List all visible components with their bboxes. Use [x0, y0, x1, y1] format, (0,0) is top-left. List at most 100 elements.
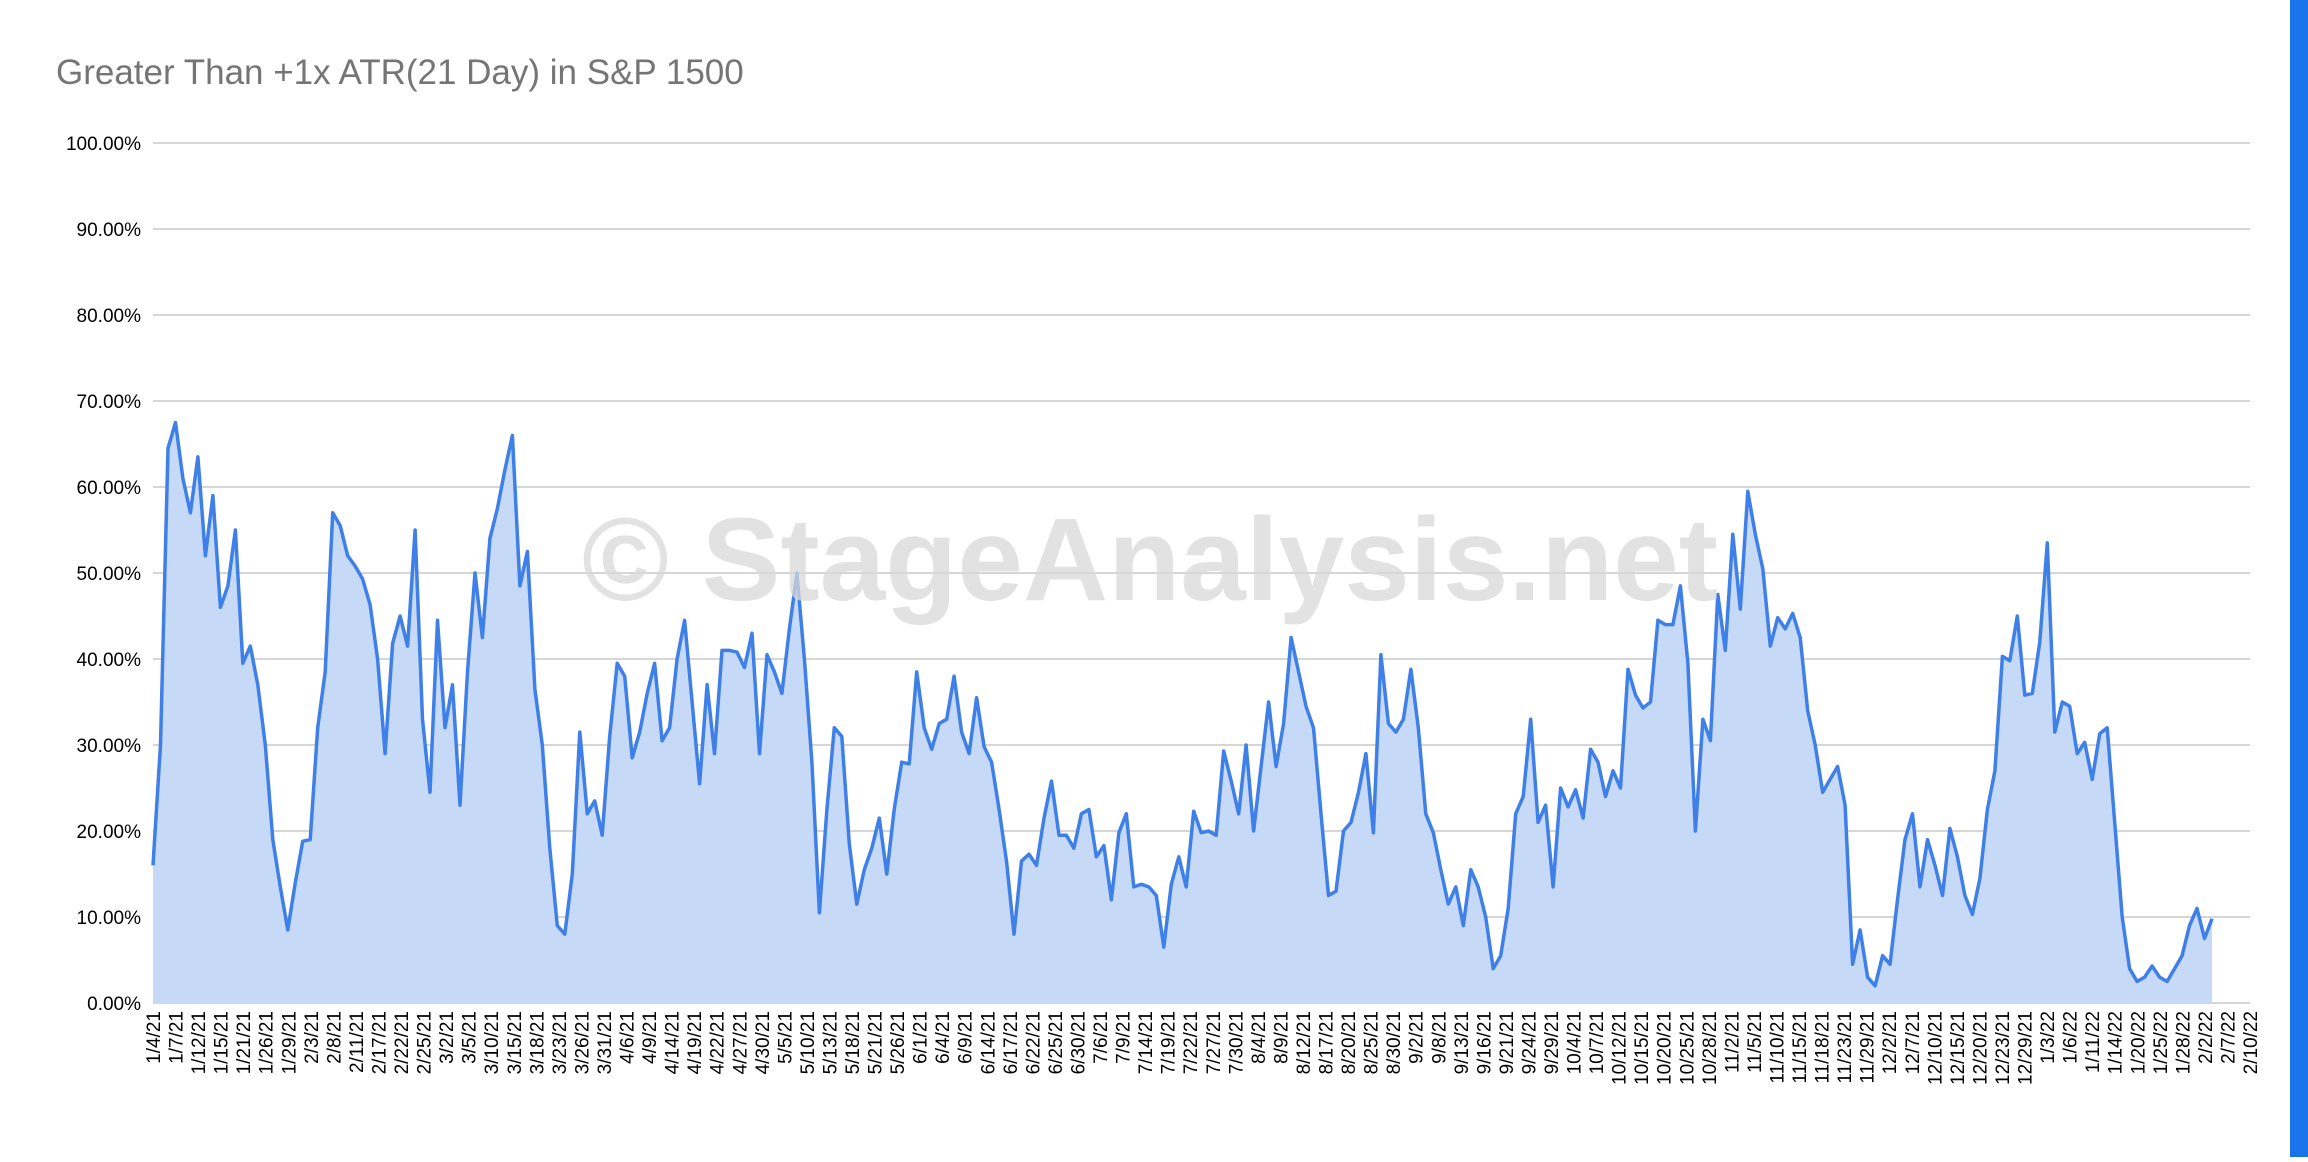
y-tick-label: 60.00% [77, 478, 142, 499]
x-tick-label: 8/4/21 [1249, 1011, 1270, 1064]
x-tick-label: 4/30/21 [753, 1011, 774, 1074]
y-axis-ticks: 0.00% 10.00% 20.00% 30.00% 40.00% 50.00% 60.00… [66, 134, 141, 1015]
x-tick-label: 9/16/21 [1474, 1011, 1495, 1074]
series-fill [153, 422, 2212, 1003]
watermark-text: © StageAnalysis.net [582, 494, 1718, 626]
x-tick-label: 7/30/21 [1226, 1011, 1247, 1074]
x-tick-label: 2/25/21 [415, 1011, 436, 1074]
x-tick-label: 2/17/21 [370, 1011, 391, 1074]
x-tick-label: 9/13/21 [1452, 1011, 1473, 1074]
x-tick-label: 2/8/21 [324, 1011, 345, 1064]
y-tick-label: 90.00% [77, 220, 142, 241]
x-tick-label: 11/18/21 [1813, 1011, 1834, 1084]
x-tick-label: 10/12/21 [1610, 1011, 1631, 1085]
x-tick-label: 7/22/21 [1181, 1011, 1202, 1074]
chart-title: Greater Than +1x ATR(21 Day) in S&P 1500 [56, 53, 744, 92]
x-tick-label: 4/27/21 [730, 1011, 751, 1074]
x-tick-label: 7/19/21 [1159, 1011, 1180, 1074]
x-tick-label: 3/31/21 [595, 1011, 616, 1074]
x-tick-label: 5/26/21 [888, 1011, 909, 1074]
x-tick-label: 7/14/21 [1136, 1011, 1157, 1074]
x-tick-label: 12/20/21 [1970, 1011, 1991, 1085]
x-tick-label: 2/2/22 [2196, 1011, 2217, 1064]
x-tick-label: 1/14/22 [2106, 1011, 2127, 1074]
x-tick-label: 9/8/21 [1429, 1011, 1450, 1064]
x-tick-label: 2/10/22 [2241, 1011, 2262, 1074]
x-tick-label: 1/3/22 [2038, 1011, 2059, 1064]
y-tick-label: 70.00% [77, 392, 142, 413]
x-tick-label: 6/1/21 [911, 1011, 932, 1064]
right-edge-strip [2290, 0, 2308, 1157]
x-tick-label: 12/15/21 [1948, 1011, 1969, 1085]
x-tick-label: 1/25/22 [2151, 1011, 2172, 1074]
x-tick-label: 1/12/21 [189, 1011, 210, 1074]
x-tick-label: 3/5/21 [460, 1011, 481, 1064]
x-tick-label: 1/28/22 [2173, 1011, 2194, 1074]
x-tick-label: 5/21/21 [866, 1011, 887, 1074]
x-tick-label: 9/24/21 [1520, 1011, 1541, 1074]
x-tick-label: 8/30/21 [1384, 1011, 1405, 1074]
x-tick-label: 8/20/21 [1339, 1011, 1360, 1074]
x-tick-label: 4/22/21 [708, 1011, 729, 1074]
x-tick-label: 10/4/21 [1565, 1011, 1586, 1074]
series-line [151, 420, 2214, 988]
y-tick-label: 30.00% [77, 736, 142, 757]
x-tick-label: 10/28/21 [1700, 1011, 1721, 1085]
x-tick-label: 1/7/21 [167, 1011, 188, 1064]
series-area [151, 420, 2214, 1003]
x-tick-label: 3/2/21 [437, 1011, 458, 1064]
x-axis-ticks: 1/4/21 1/7/21 1/12/21 1/15/21 1/21/21 1/26/21… [144, 1011, 2262, 1085]
x-tick-label: 11/5/21 [1745, 1011, 1766, 1073]
x-tick-label: 1/26/21 [257, 1011, 278, 1074]
x-tick-label: 1/21/21 [234, 1011, 255, 1074]
x-tick-label: 12/2/21 [1880, 1011, 1901, 1074]
x-tick-label: 2/3/21 [302, 1011, 323, 1064]
x-tick-label: 10/15/21 [1632, 1011, 1653, 1085]
x-tick-label: 9/2/21 [1407, 1011, 1428, 1064]
x-tick-label: 3/15/21 [505, 1011, 526, 1074]
x-tick-label: 1/11/22 [2083, 1011, 2104, 1073]
x-tick-label: 4/9/21 [640, 1011, 661, 1064]
x-tick-label: 12/10/21 [1925, 1011, 1946, 1085]
x-tick-label: 11/23/21 [1835, 1011, 1856, 1084]
x-tick-label: 6/30/21 [1069, 1011, 1090, 1074]
x-tick-label: 5/10/21 [798, 1011, 819, 1074]
x-tick-label: 2/22/21 [392, 1011, 413, 1074]
x-tick-label: 1/4/21 [144, 1011, 165, 1064]
x-tick-label: 8/25/21 [1362, 1011, 1383, 1074]
x-tick-label: 11/15/21 [1790, 1011, 1811, 1084]
x-tick-label: 8/12/21 [1294, 1011, 1315, 1074]
x-tick-label: 10/25/21 [1677, 1011, 1698, 1085]
x-tick-label: 4/19/21 [685, 1011, 706, 1074]
x-tick-label: 6/25/21 [1046, 1011, 1067, 1074]
x-tick-label: 7/6/21 [1091, 1011, 1112, 1064]
x-tick-label: 10/20/21 [1655, 1011, 1676, 1085]
y-tick-label: 20.00% [77, 822, 142, 843]
x-tick-label: 9/21/21 [1497, 1011, 1518, 1074]
y-tick-label: 80.00% [77, 306, 142, 327]
x-tick-label: 7/27/21 [1204, 1011, 1225, 1074]
x-tick-label: 1/6/22 [2061, 1011, 2082, 1064]
x-tick-label: 3/23/21 [550, 1011, 571, 1074]
y-tick-label: 0.00% [87, 994, 141, 1015]
x-tick-label: 11/10/21 [1768, 1011, 1789, 1084]
x-tick-label: 11/29/21 [1858, 1011, 1879, 1084]
x-tick-label: 6/14/21 [978, 1011, 999, 1074]
x-tick-label: 1/29/21 [279, 1011, 300, 1074]
x-tick-label: 8/9/21 [1271, 1011, 1292, 1064]
x-tick-label: 2/7/22 [2219, 1011, 2240, 1064]
x-tick-label: 6/9/21 [956, 1011, 977, 1064]
x-tick-label: 4/6/21 [618, 1011, 639, 1064]
x-tick-label: 2/11/21 [347, 1011, 368, 1073]
y-tick-label: 10.00% [77, 908, 142, 929]
x-tick-label: 5/13/21 [821, 1011, 842, 1074]
y-tick-label: 40.00% [77, 650, 142, 671]
x-tick-label: 8/17/21 [1317, 1011, 1338, 1074]
x-tick-label: 11/2/21 [1722, 1011, 1743, 1073]
x-tick-label: 6/17/21 [1001, 1011, 1022, 1074]
x-tick-label: 3/26/21 [572, 1011, 593, 1074]
x-tick-label: 9/29/21 [1542, 1011, 1563, 1074]
x-tick-label: 12/29/21 [2016, 1011, 2037, 1085]
x-tick-label: 5/5/21 [775, 1011, 796, 1064]
